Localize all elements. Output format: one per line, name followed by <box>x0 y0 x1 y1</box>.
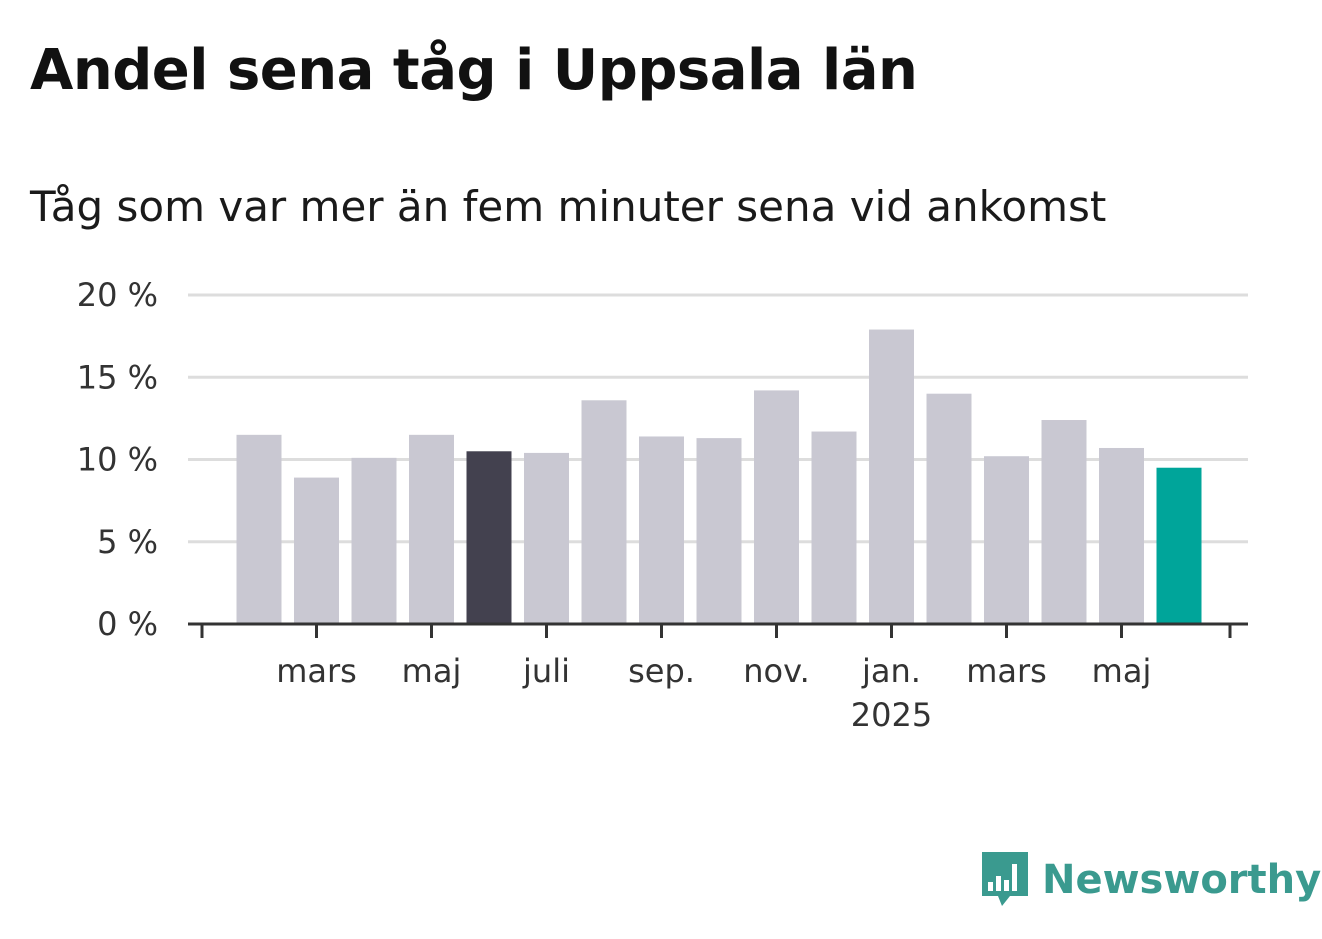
x-tick-label: jan. <box>861 652 921 690</box>
bar-2024-02 <box>294 477 339 624</box>
bar-2025-03 <box>1041 420 1087 624</box>
bar-2025-04 <box>1099 447 1144 624</box>
chart-title: Andel sena tåg i Uppsala län <box>30 38 918 103</box>
y-tick-label: 10 % <box>77 441 158 479</box>
bar-2024-05 <box>466 451 512 624</box>
x-tick-sublabel: 2025 <box>851 696 932 734</box>
x-tick-label: mars <box>276 652 357 690</box>
bar-2024-04 <box>409 434 454 624</box>
bar-2025-01 <box>926 393 972 624</box>
y-axis-labels: 0 % 5 % 10 % 15 % 20 % <box>77 276 158 643</box>
bar-2024-12 <box>869 329 914 624</box>
bar-2024-06 <box>524 452 569 624</box>
bar-2024-09 <box>696 438 742 624</box>
bar-2024-08 <box>639 436 684 624</box>
x-axis-labels: mars maj juli sep. nov. jan. 2025 mars maj <box>276 652 1151 734</box>
y-tick-label: 20 % <box>77 276 158 314</box>
bar-2024-11 <box>811 431 857 624</box>
bar-2024-10 <box>754 390 799 624</box>
bars <box>236 329 1202 624</box>
chart-subtitle: Tåg som var mer än fem minuter sena vid … <box>30 182 1107 231</box>
x-tick-label: nov. <box>743 652 809 690</box>
x-tick-label: juli <box>522 652 570 690</box>
bar-2024-07 <box>581 400 627 624</box>
bar-2024-01 <box>236 434 282 624</box>
bar-2024-03 <box>351 457 397 624</box>
bar-2025-02 <box>984 456 1029 624</box>
y-tick-label: 0 % <box>97 605 158 643</box>
x-axis <box>188 622 1248 638</box>
y-tick-label: 5 % <box>97 523 158 561</box>
x-tick-label: maj <box>1092 652 1152 690</box>
y-tick-label: 15 % <box>77 358 158 396</box>
brand-name: Newsworthy <box>1042 857 1322 903</box>
bar-2025-05 <box>1156 467 1202 624</box>
x-tick-label: mars <box>966 652 1047 690</box>
x-tick-label: sep. <box>628 652 695 690</box>
newsworthy-logo-icon <box>982 852 1028 906</box>
newsworthy-logo: Newsworthy <box>980 850 1321 910</box>
x-tick-label: maj <box>402 652 462 690</box>
